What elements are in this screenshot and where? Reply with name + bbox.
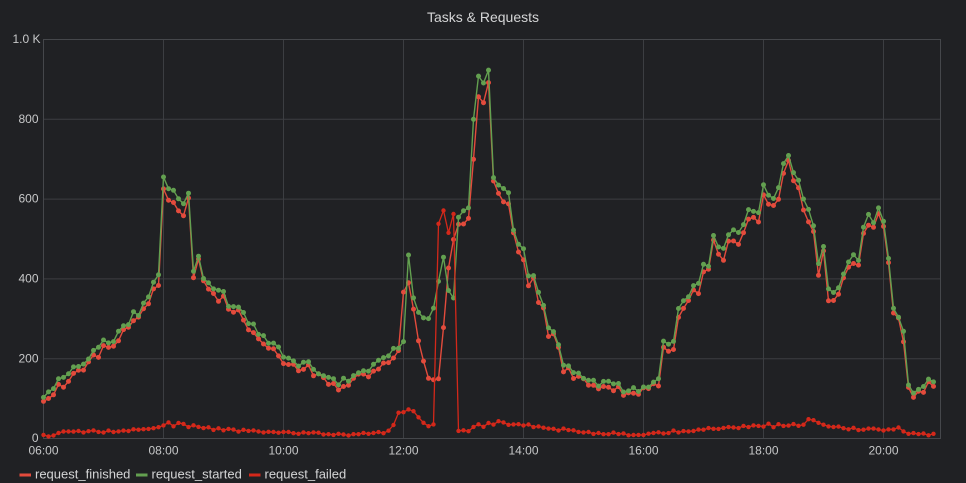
svg-text:request_failed: request_failed <box>265 467 347 482</box>
svg-text:0: 0 <box>32 431 39 445</box>
svg-text:20:00: 20:00 <box>868 444 898 458</box>
svg-text:1.0 K: 1.0 K <box>12 32 40 46</box>
svg-text:request_finished: request_finished <box>35 467 130 482</box>
svg-text:request_started: request_started <box>152 467 242 482</box>
svg-text:200: 200 <box>18 351 38 365</box>
svg-text:16:00: 16:00 <box>628 444 658 458</box>
svg-text:08:00: 08:00 <box>148 444 178 458</box>
svg-text:18:00: 18:00 <box>748 444 778 458</box>
svg-text:12:00: 12:00 <box>388 444 418 458</box>
svg-text:800: 800 <box>18 112 38 126</box>
svg-text:Tasks & Requests: Tasks & Requests <box>427 9 539 25</box>
svg-text:600: 600 <box>18 192 38 206</box>
svg-text:14:00: 14:00 <box>508 444 538 458</box>
svg-text:06:00: 06:00 <box>28 444 58 458</box>
svg-text:400: 400 <box>18 272 38 286</box>
svg-text:10:00: 10:00 <box>268 444 298 458</box>
